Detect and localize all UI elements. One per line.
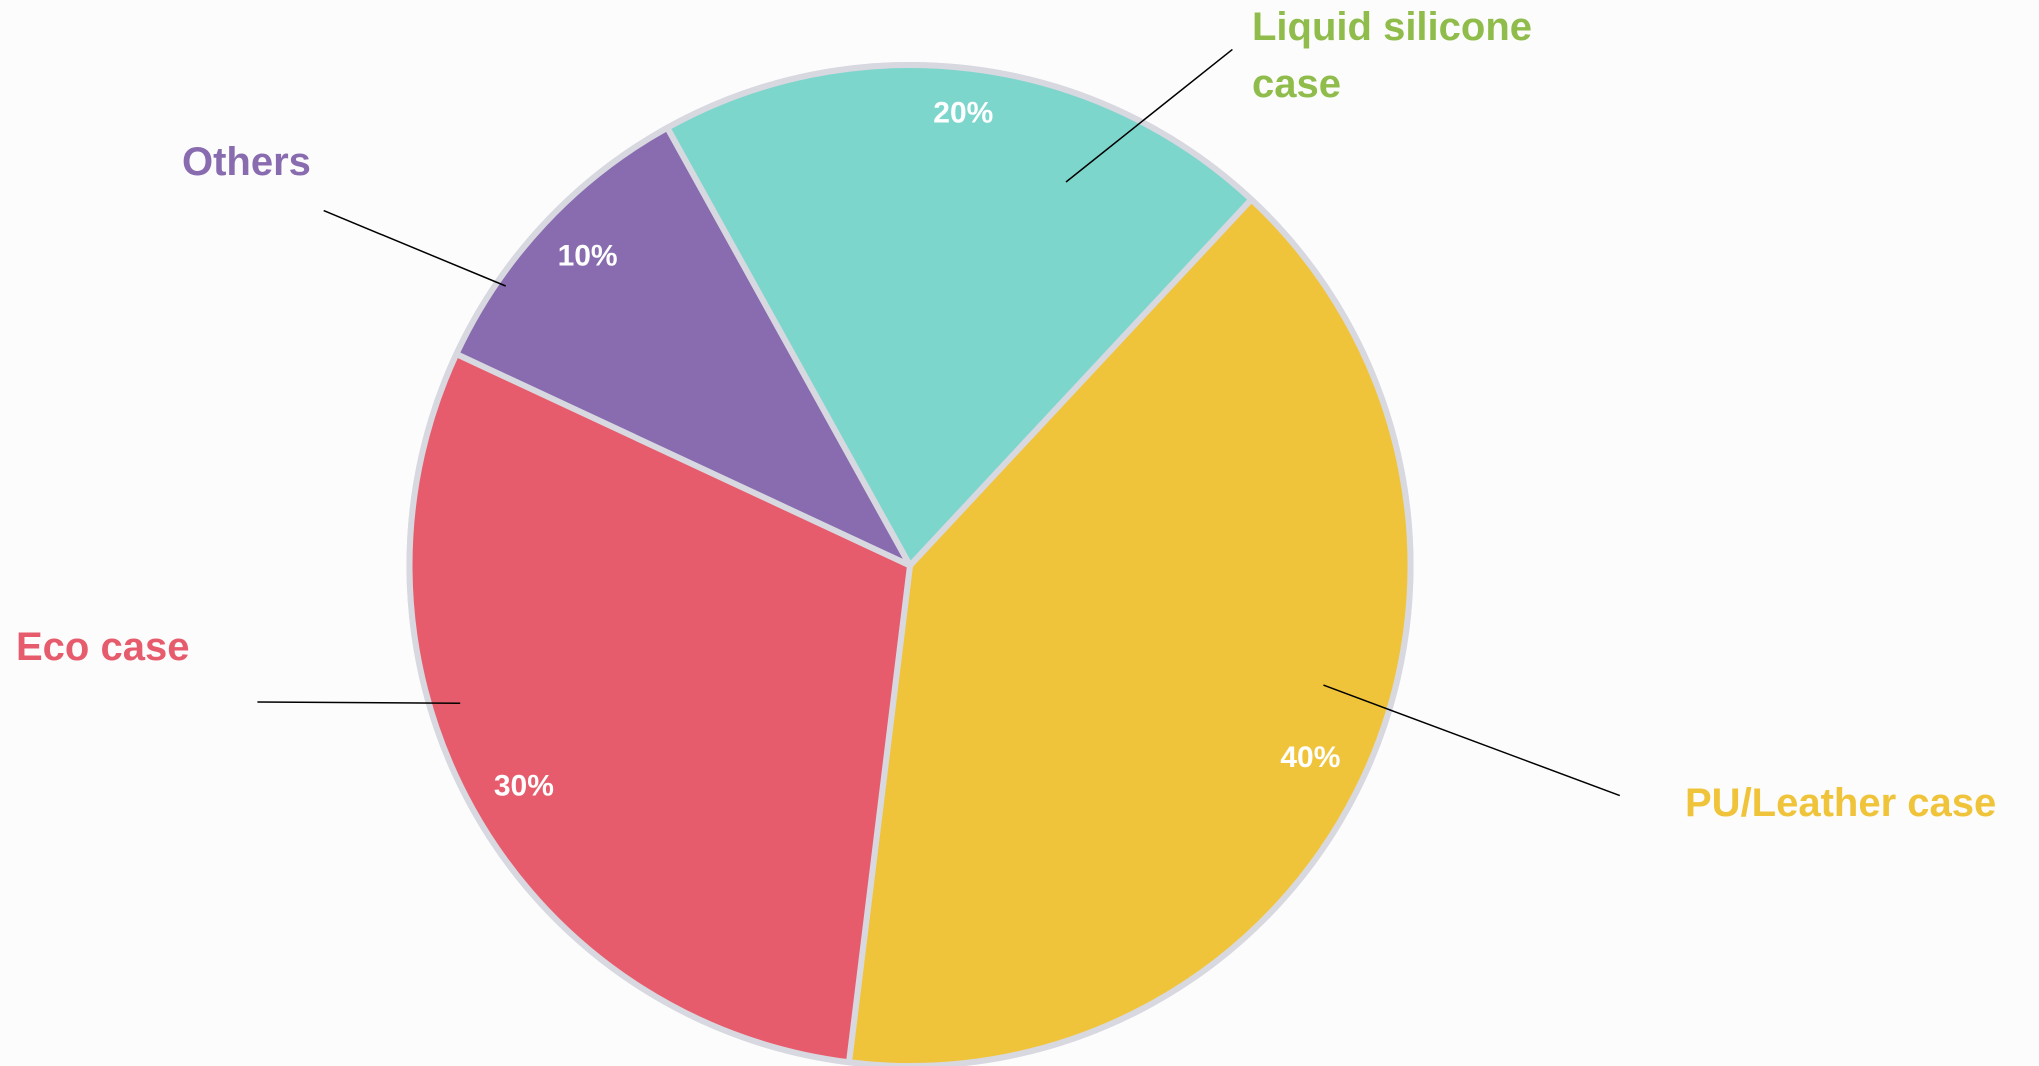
value-label: 30% [494,770,554,803]
value-label: 10% [558,239,618,272]
category-label: PU/Leather case [1685,781,1997,825]
leader-line [1323,684,1621,797]
pie-slice [664,62,1255,569]
value-label: 20% [933,96,993,129]
pie-slice [846,196,1414,1066]
category-label: Liquid silicone case [1252,5,1533,106]
leader-line [1065,48,1233,183]
value-label: 40% [1280,741,1340,774]
pie-slice [453,124,913,569]
leader-line [323,209,506,287]
leader-line [257,701,461,705]
category-label: Eco case [16,625,190,669]
category-label: Others [182,140,311,184]
pie-slice [406,350,913,1066]
